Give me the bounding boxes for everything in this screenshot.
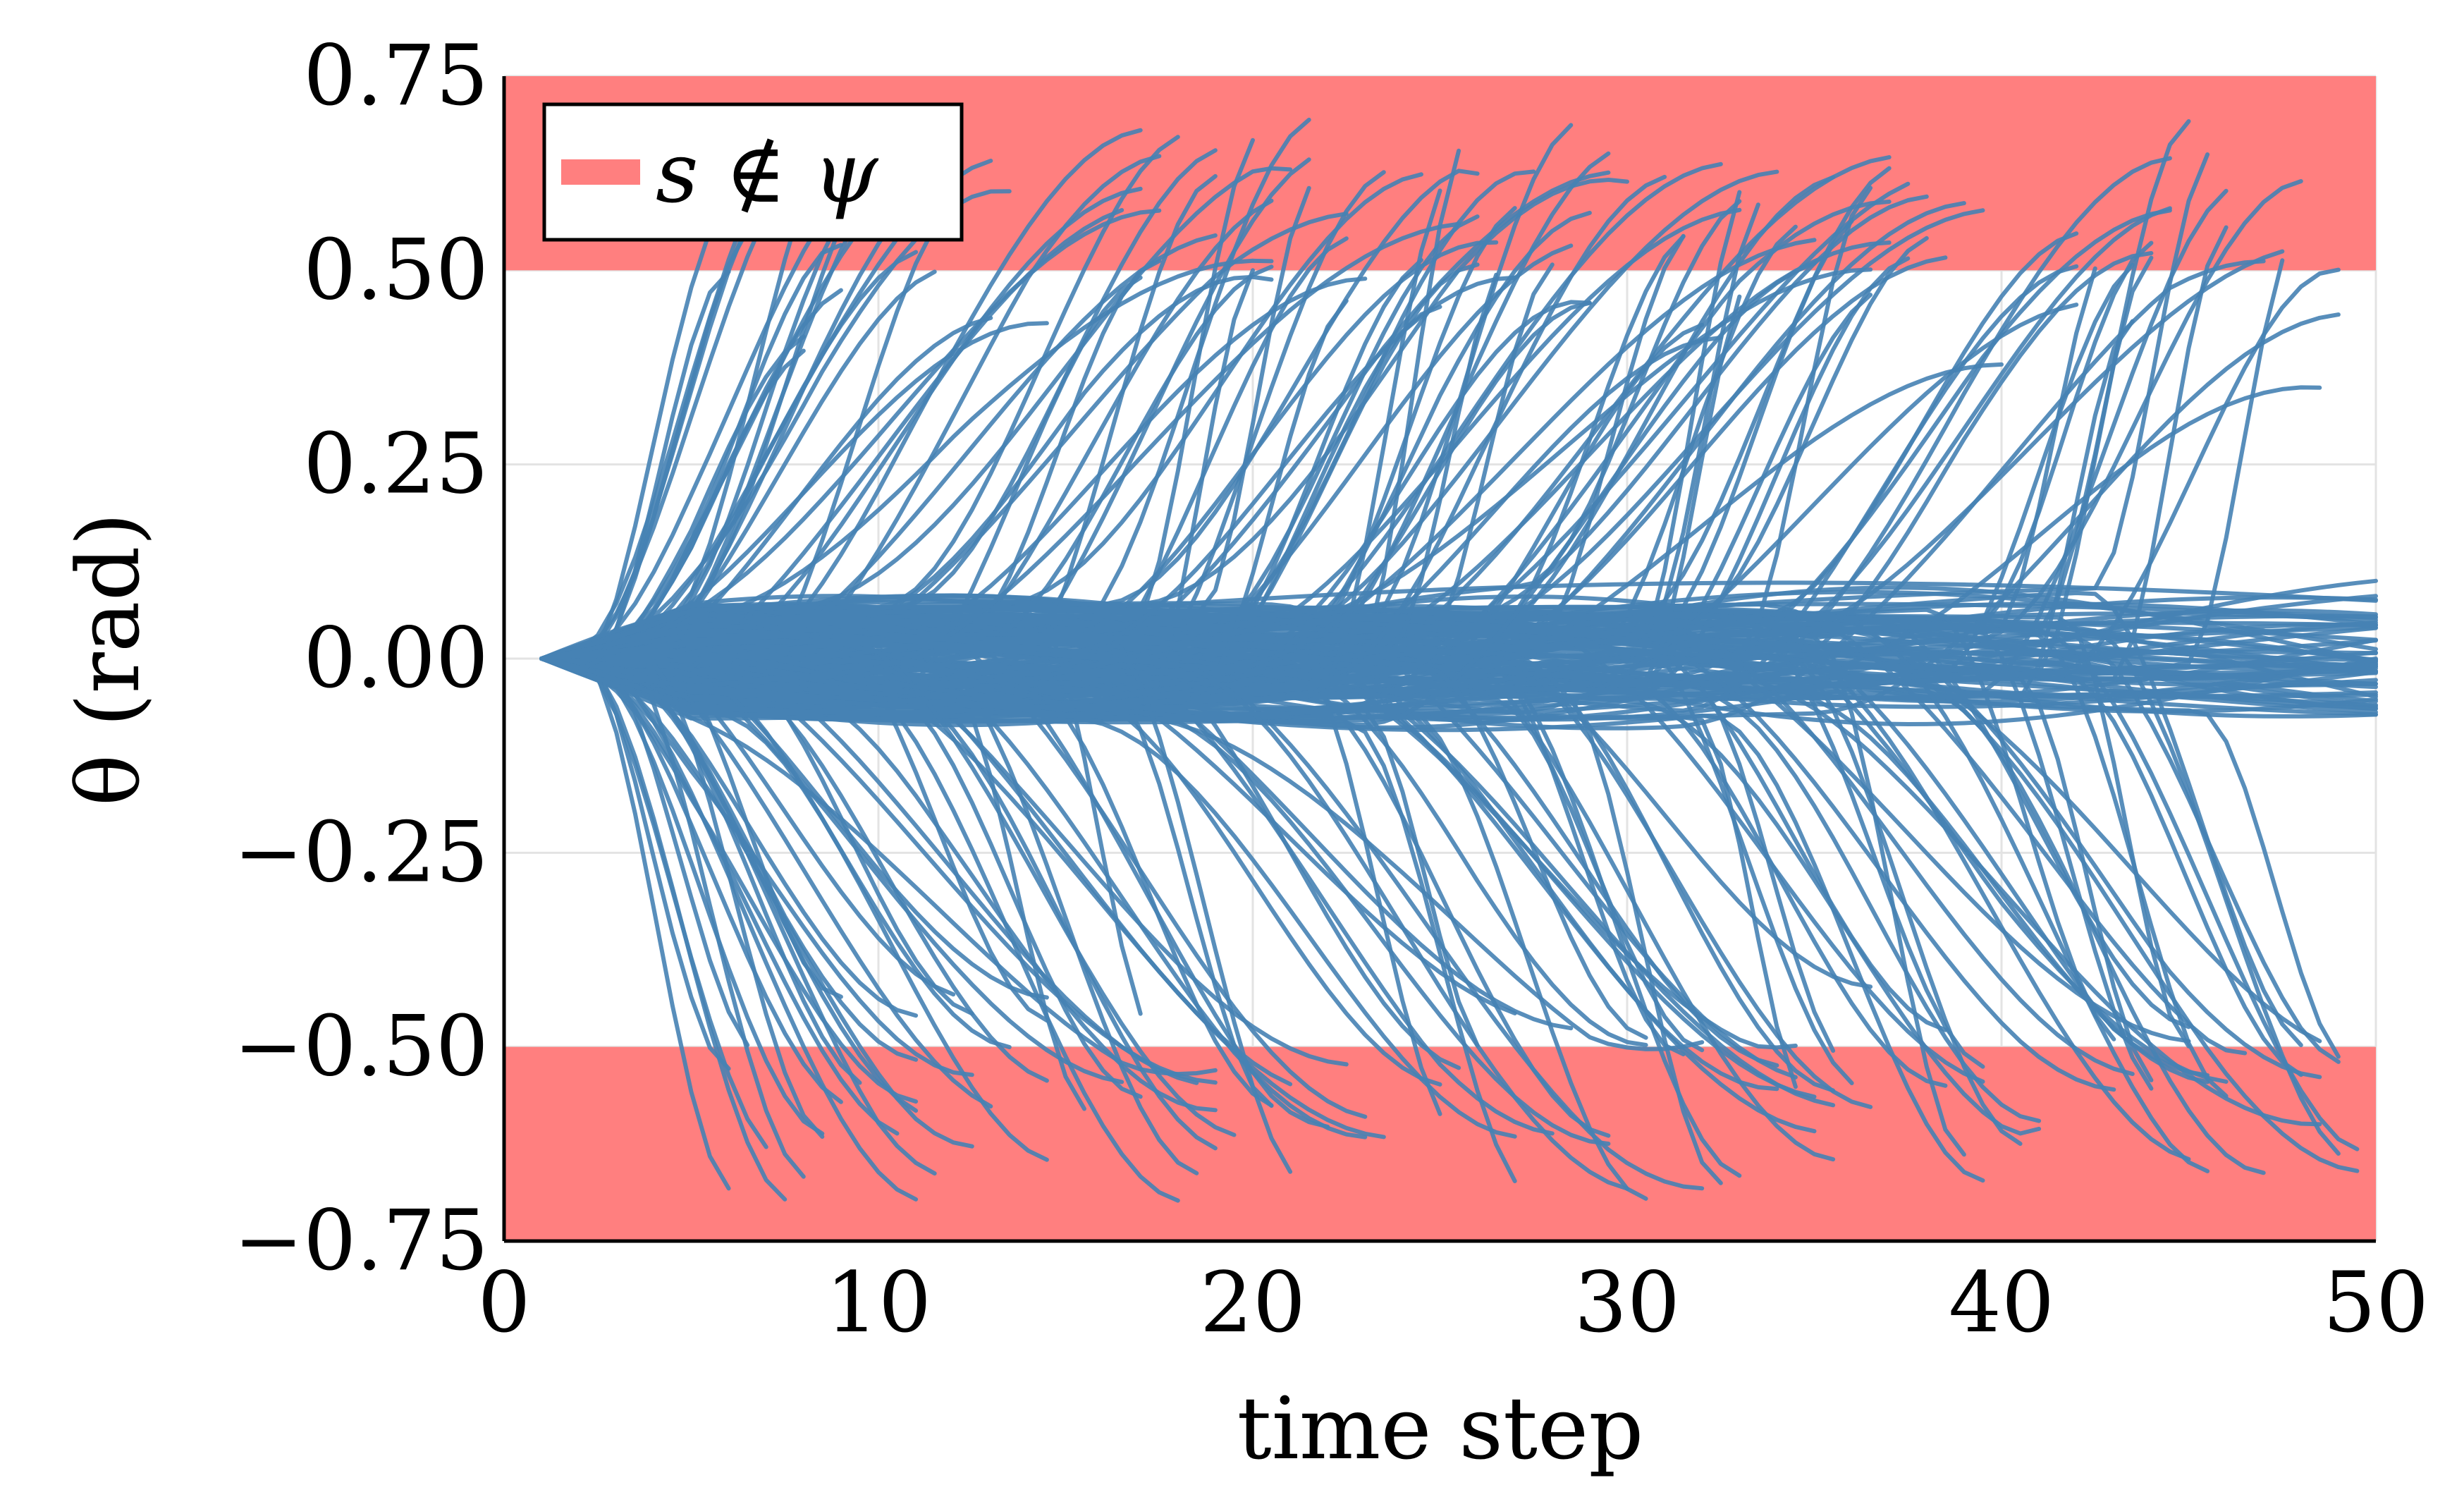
- trajectory-line: [539, 624, 1629, 1191]
- legend: s ∉ ψ: [542, 102, 964, 242]
- trajectory-line: [539, 605, 2378, 686]
- x-tick-label: 10: [826, 1254, 931, 1351]
- trajectory-line: [539, 119, 2191, 723]
- y-tick-label: −0.25: [233, 803, 489, 900]
- y-tick-label: 0.75: [303, 27, 489, 124]
- trajectory-line: [539, 275, 1517, 661]
- y-tick-label: 0.25: [303, 415, 489, 513]
- trajectory-line: [539, 238, 1817, 676]
- y-tick-label: 0.00: [303, 609, 489, 707]
- x-tick-label: 50: [2323, 1254, 2429, 1351]
- trajectory-line: [539, 258, 2285, 693]
- x-tick-label: 0: [477, 1254, 530, 1351]
- trajectory-line: [539, 608, 2378, 682]
- y-tick-label: −0.50: [233, 998, 489, 1095]
- legend-entry-label: s ∉ ψ: [656, 124, 879, 221]
- ticks: 0 10 20 30 40 50 −0.75 −0.50 −0.25 0.00 0.25 0.50 0.…: [233, 27, 2429, 1351]
- trajectory-line: [539, 656, 843, 1104]
- trajectory-line: [539, 166, 1293, 661]
- trajectory-line: [539, 637, 1985, 1069]
- trajectory-line: [539, 654, 1648, 1040]
- x-tick-label: 20: [1200, 1254, 1306, 1351]
- axes: [502, 76, 2376, 1243]
- y-tick-label: 0.50: [303, 221, 489, 318]
- x-tick-label: 40: [1949, 1254, 2054, 1351]
- x-tick-label: 30: [1574, 1254, 1680, 1351]
- legend-swatch: [561, 159, 640, 185]
- x-axis-label: time step: [1237, 1379, 1644, 1479]
- trajectory-line: [539, 272, 1499, 721]
- trajectory-line: [539, 594, 1817, 1134]
- trajectory-line: [539, 609, 1480, 1048]
- y-tick-label: −0.75: [233, 1192, 489, 1289]
- trajectory-line: [539, 261, 1817, 727]
- trajectories: [539, 117, 2378, 1203]
- trajectory-line: [539, 208, 1124, 684]
- trajectory-line: [539, 221, 1461, 689]
- trajectory-line: [539, 621, 2210, 1173]
- y-axis-label: θ (rad): [59, 513, 159, 807]
- trajectory-line: [539, 626, 2266, 1175]
